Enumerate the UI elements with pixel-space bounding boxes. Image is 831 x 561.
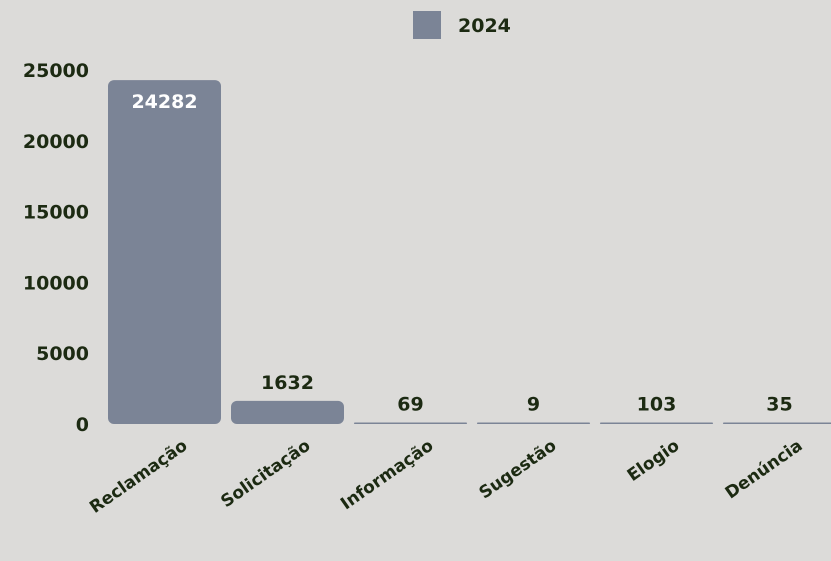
y-tick-label: 5000 (36, 343, 89, 365)
bar (231, 400, 344, 424)
data-label: 103 (637, 394, 677, 416)
bar (600, 422, 713, 424)
x-tick-label: Elogio (624, 436, 684, 486)
y-axis: 0 5000 10000 15000 20000 25000 (23, 60, 89, 436)
bar (108, 80, 221, 425)
data-label: 35 (766, 394, 792, 416)
x-tick-label: Denúncia (722, 436, 807, 504)
y-tick-label: 15000 (23, 202, 89, 224)
legend-label: 2024 (458, 15, 511, 37)
x-tick-label: Sugestão (476, 436, 561, 504)
bar (354, 422, 467, 424)
x-axis: Reclamação Solicitação Informação Sugestão E… (86, 436, 806, 518)
data-label: 1632 (261, 372, 314, 394)
y-tick-label: 10000 (23, 272, 89, 294)
data-label: 69 (397, 394, 423, 416)
data-label: 9 (527, 394, 540, 416)
x-tick-label: Solicitação (217, 436, 314, 512)
legend: 2024 (413, 11, 511, 39)
bar (723, 422, 831, 424)
x-tick-label: Informação (337, 436, 437, 515)
y-tick-label: 0 (76, 414, 89, 436)
x-tick-label: Reclamação (86, 436, 191, 518)
data-labels: 24282 1632 69 9 103 35 (131, 91, 792, 415)
legend-swatch (413, 11, 441, 39)
bar (477, 422, 590, 424)
bars (108, 80, 831, 425)
y-tick-label: 20000 (23, 131, 89, 153)
data-label: 24282 (131, 91, 197, 113)
y-tick-label: 25000 (23, 60, 89, 82)
